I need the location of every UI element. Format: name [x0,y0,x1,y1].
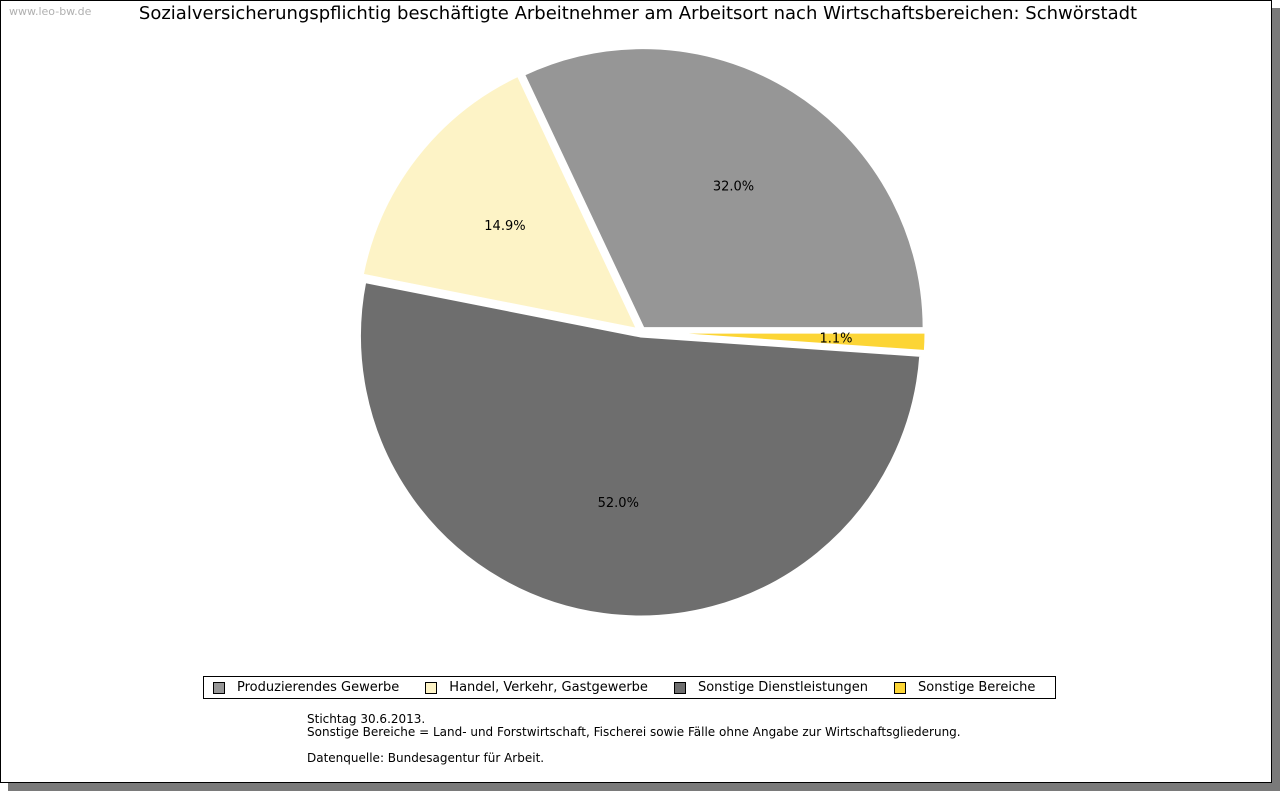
legend-item-handel-verkehr-gastgewerbe: Handel, Verkehr, Gastgewerbe [425,680,648,695]
legend-label: Handel, Verkehr, Gastgewerbe [449,680,648,695]
legend-label: Sonstige Dienstleistungen [697,680,869,695]
note-datenquelle: Datenquelle: Bundesagentur für Arbeit. [307,751,545,765]
slice-produzierendes-gewerbe [521,46,926,331]
chart-notes: Stichtag 30.6.2013. Sonstige Bereiche = … [307,713,961,765]
slice-sonstige-bereiche [644,330,928,354]
note-stichtag: Stichtag 30.6.2013. [307,712,426,726]
note-sonstige-bereiche: Sonstige Bereiche = Land- und Forstwirts… [307,725,961,739]
legend-item-sonstige-dienstleistungen: Sonstige Dienstleistungen [673,680,869,695]
legend-swatch [673,681,686,694]
legend-swatch [894,681,907,694]
legend-swatch [425,681,438,694]
legend-label: Produzierendes Gewerbe [237,680,400,695]
slice-label: 32.0% [713,179,754,194]
watermark: www.leo-bw.de [9,5,92,18]
frame-shadow-bottom [8,783,1280,791]
legend-swatch [213,681,225,694]
slice-label: 14.9% [484,219,525,234]
slice-sonstige-dienstleistungen [357,279,923,619]
slice-label: 52.0% [598,496,639,511]
frame-shadow-right [1272,8,1280,791]
legend-item-sonstige-bereiche: Sonstige Bereiche [894,680,1035,695]
legend-label: Sonstige Bereiche [918,680,1036,695]
chart-title: Sozialversicherungspflichtig beschäftigt… [138,3,1138,24]
slice-handel-verkehr-gastgewerbe [360,73,641,332]
legend-item-produzierendes-gewerbe: Produzierendes Gewerbe [213,680,399,695]
slice-label: 1.1% [819,332,852,347]
chart-legend: Produzierendes Gewerbe Handel, Verkehr, … [203,676,1056,699]
